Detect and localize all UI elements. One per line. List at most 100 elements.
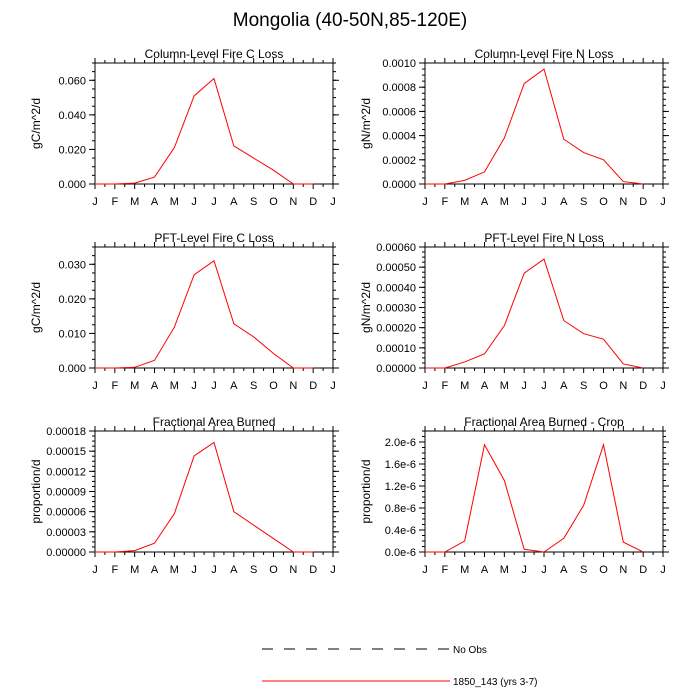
y-tick-label: 0.0e-6 bbox=[385, 547, 416, 559]
x-tick-label: N bbox=[619, 196, 627, 208]
y-tick-label: 1.6e-6 bbox=[385, 459, 416, 471]
x-tick-label: A bbox=[481, 564, 489, 576]
x-tick-label: F bbox=[441, 196, 448, 208]
y-tick-label: 0.010 bbox=[58, 328, 86, 340]
y-tick-label: 0.020 bbox=[58, 144, 86, 156]
x-tick-label: J bbox=[92, 380, 98, 392]
x-tick-label: J bbox=[422, 380, 428, 392]
y-axis-label: gN/m^2/d bbox=[359, 282, 373, 333]
x-tick-label: N bbox=[289, 196, 297, 208]
y-tick-label: 0.00015 bbox=[46, 446, 86, 458]
y-axis-label: proportion/d bbox=[29, 459, 43, 523]
x-tick-label: M bbox=[460, 380, 469, 392]
x-tick-label: J bbox=[521, 196, 527, 208]
page-title: Mongolia (40-50N,85-120E) bbox=[232, 10, 468, 31]
y-axis-label: gN/m^2/d bbox=[359, 98, 373, 149]
x-tick-label: M bbox=[460, 196, 469, 208]
y-tick-label: 0.0000 bbox=[382, 179, 416, 191]
x-tick-label: M bbox=[130, 564, 139, 576]
y-tick-label: 0.040 bbox=[58, 110, 86, 122]
x-tick-label: J bbox=[330, 380, 336, 392]
y-axis-label: gC/m^2/d bbox=[29, 98, 43, 149]
y-tick-label: 1.2e-6 bbox=[385, 481, 416, 493]
x-tick-label: A bbox=[560, 196, 568, 208]
legend: No Obs 1850_143 (yrs 3-7) bbox=[262, 645, 538, 688]
y-tick-label: 0.0010 bbox=[382, 58, 416, 70]
x-tick-label: N bbox=[289, 564, 297, 576]
x-tick-label: A bbox=[230, 380, 238, 392]
x-tick-label: S bbox=[580, 380, 587, 392]
y-tick-label: 0.000 bbox=[58, 179, 86, 191]
x-tick-label: J bbox=[521, 380, 527, 392]
x-tick-label: M bbox=[500, 380, 509, 392]
x-tick-label: J bbox=[211, 380, 217, 392]
x-tick-label: J bbox=[541, 196, 547, 208]
x-tick-label: J bbox=[191, 564, 197, 576]
x-tick-label: J bbox=[92, 196, 98, 208]
x-tick-label: M bbox=[460, 564, 469, 576]
chart-title: Column-Level Fire N Loss bbox=[475, 47, 614, 61]
x-tick-label: N bbox=[289, 380, 297, 392]
x-tick-label: J bbox=[92, 564, 98, 576]
plot-frame bbox=[424, 430, 664, 553]
plot-frame bbox=[94, 62, 334, 185]
chart-title: Fractional Area Burned bbox=[153, 415, 276, 429]
y-tick-label: 0.00030 bbox=[376, 303, 416, 315]
series-line bbox=[425, 442, 644, 553]
y-axis-label: proportion/d bbox=[359, 459, 373, 523]
y-tick-label: 0.020 bbox=[58, 294, 86, 306]
x-tick-label: O bbox=[269, 564, 278, 576]
x-tick-label: A bbox=[560, 564, 568, 576]
x-tick-label: J bbox=[330, 196, 336, 208]
y-tick-label: 0.00020 bbox=[376, 323, 416, 335]
x-tick-label: M bbox=[500, 564, 509, 576]
x-tick-label: D bbox=[309, 564, 317, 576]
plot-frame bbox=[424, 246, 664, 369]
x-tick-label: S bbox=[580, 196, 587, 208]
y-tick-label: 0.00012 bbox=[46, 466, 86, 478]
y-tick-label: 0.060 bbox=[58, 75, 86, 87]
y-tick-label: 0.0006 bbox=[382, 106, 416, 118]
x-tick-label: A bbox=[230, 564, 238, 576]
x-tick-label: M bbox=[500, 196, 509, 208]
y-tick-label: 0.00050 bbox=[376, 262, 416, 274]
x-tick-label: D bbox=[309, 380, 317, 392]
x-tick-label: A bbox=[230, 196, 238, 208]
x-tick-label: J bbox=[211, 196, 217, 208]
y-tick-label: 0.00040 bbox=[376, 282, 416, 294]
x-tick-label: O bbox=[269, 380, 278, 392]
x-tick-label: M bbox=[170, 564, 179, 576]
x-tick-label: D bbox=[639, 564, 647, 576]
y-axis-label: gC/m^2/d bbox=[29, 282, 43, 333]
x-tick-label: J bbox=[191, 380, 197, 392]
x-tick-label: F bbox=[441, 380, 448, 392]
y-tick-label: 0.00010 bbox=[376, 343, 416, 355]
y-tick-label: 0.0008 bbox=[382, 82, 416, 94]
x-tick-label: J bbox=[422, 564, 428, 576]
x-tick-label: J bbox=[660, 564, 666, 576]
x-tick-label: D bbox=[639, 196, 647, 208]
y-tick-label: 0.0004 bbox=[382, 131, 416, 143]
x-tick-label: J bbox=[660, 380, 666, 392]
x-tick-label: O bbox=[599, 196, 608, 208]
x-tick-label: A bbox=[151, 196, 159, 208]
y-tick-label: 0.0002 bbox=[382, 155, 416, 167]
plot-frame bbox=[424, 62, 664, 185]
legend-label: 1850_143 (yrs 3-7) bbox=[453, 677, 538, 688]
series-line bbox=[95, 441, 314, 553]
x-tick-label: O bbox=[269, 196, 278, 208]
x-tick-label: F bbox=[441, 564, 448, 576]
x-tick-label: A bbox=[481, 380, 489, 392]
y-tick-label: 0.00006 bbox=[46, 507, 86, 519]
y-tick-label: 0.8e-6 bbox=[385, 503, 416, 515]
x-tick-label: O bbox=[599, 564, 608, 576]
y-tick-label: 0.00000 bbox=[376, 363, 416, 375]
x-tick-label: M bbox=[170, 196, 179, 208]
y-tick-label: 0.4e-6 bbox=[385, 525, 416, 537]
x-tick-label: F bbox=[111, 564, 118, 576]
x-tick-label: J bbox=[211, 564, 217, 576]
